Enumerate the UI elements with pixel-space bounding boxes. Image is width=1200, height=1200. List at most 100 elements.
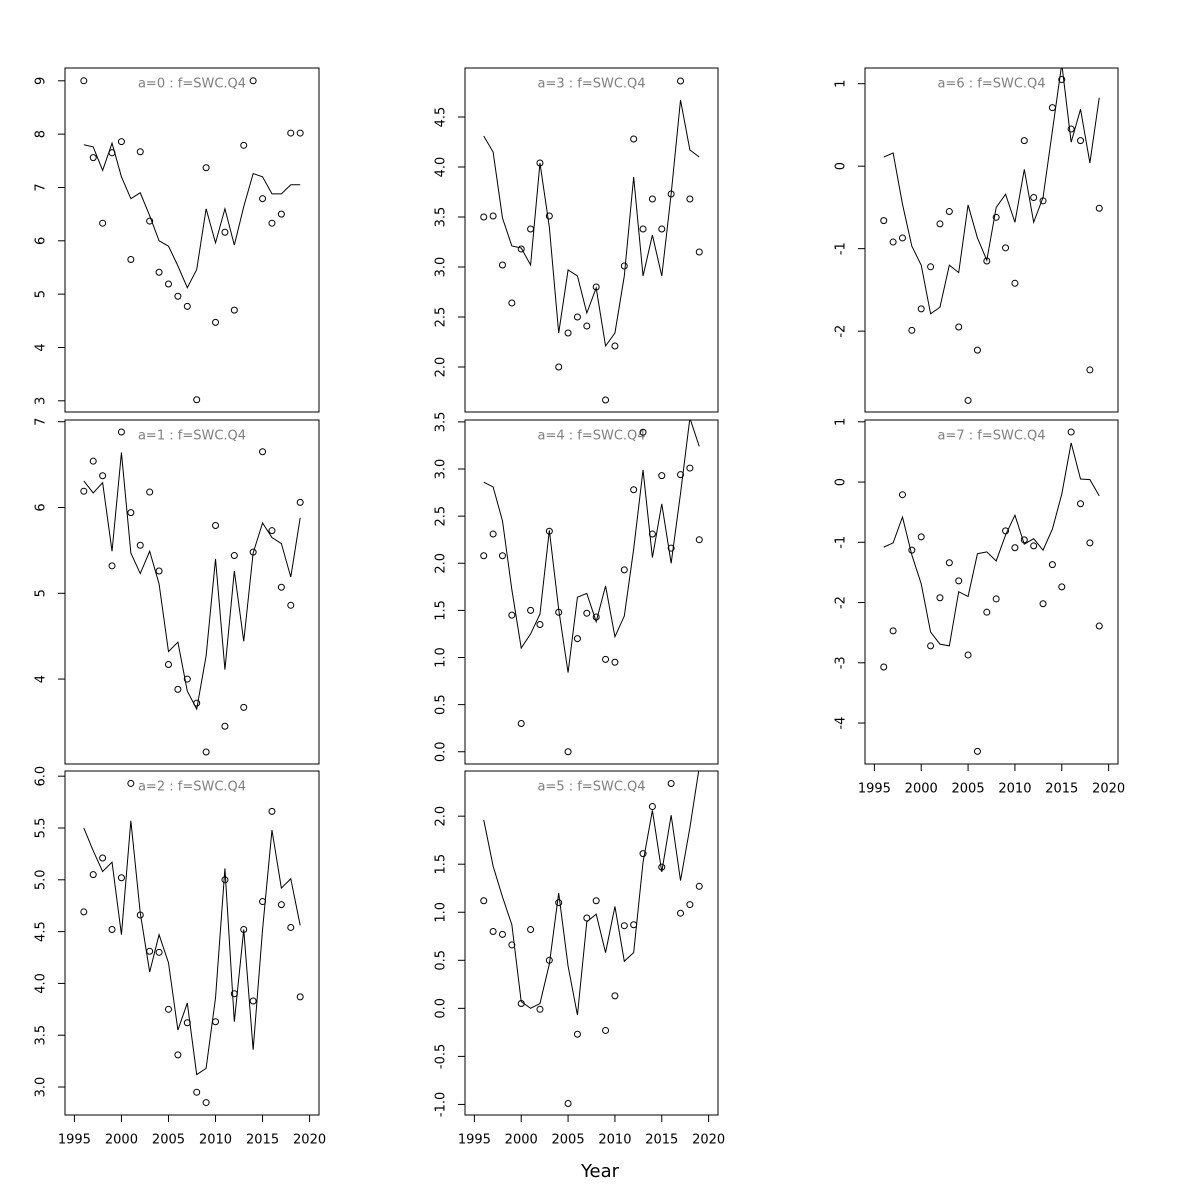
data-point [630, 135, 638, 143]
data-point [917, 533, 925, 541]
plot-frame [464, 67, 719, 413]
panel: a=4 : f=SWC.Q4 0.0 0.5 1.0 1.5 2.0 2.5 3.0 3.5 [434, 412, 719, 765]
data-point [927, 263, 935, 271]
y-tick-label: 4 [34, 675, 49, 683]
data-point [277, 583, 285, 591]
data-point [955, 577, 963, 585]
data-point [1077, 137, 1085, 145]
data-point [480, 897, 488, 905]
y-tick-label: -1.0 [434, 1092, 449, 1117]
data-point [259, 448, 267, 456]
data-point [880, 663, 888, 671]
panel-title: a=6 : f=SWC.Q4 [937, 77, 1045, 92]
data-point [508, 299, 516, 307]
data-point [983, 608, 991, 616]
data-point [564, 748, 572, 756]
y-tick-label: 5.0 [34, 869, 49, 890]
data-point [117, 428, 125, 436]
data-point [1067, 125, 1075, 133]
plot-area [80, 77, 304, 404]
data-point [602, 396, 610, 404]
y-tick-label: -3 [834, 656, 849, 669]
plot-frame [864, 419, 1119, 765]
data-point [695, 882, 703, 890]
panel: a=3 : f=SWC.Q4 2.0 2.5 3.0 3.5 4.0 4.5 [434, 67, 719, 413]
data-point [564, 329, 572, 337]
panel-title: a=0 : f=SWC.Q4 [138, 77, 246, 92]
data-point [898, 234, 906, 242]
data-point [136, 541, 144, 549]
panel-title: a=2 : f=SWC.Q4 [138, 780, 246, 795]
data-point [583, 609, 591, 617]
data-point [89, 154, 97, 162]
data-point [658, 472, 666, 480]
data-point [480, 213, 488, 221]
data-point [212, 522, 220, 530]
data-point [602, 655, 610, 663]
data-point [686, 464, 694, 472]
data-point [146, 947, 154, 955]
data-point [127, 509, 135, 517]
x-tick-label: 2000 [905, 782, 938, 797]
data-point [268, 807, 276, 815]
y-tick-label: 5 [34, 589, 49, 597]
x-tick-label: 2000 [105, 1133, 138, 1148]
y-tick-label: 1 [834, 80, 849, 88]
y-tick-label: 2.5 [434, 506, 449, 527]
data-point [620, 566, 628, 574]
data-point [146, 217, 154, 225]
data-point [127, 255, 135, 263]
data-point [498, 930, 506, 938]
plot-area [80, 779, 304, 1107]
y-tick-label: 2.0 [434, 806, 449, 827]
x-tick-label: 2005 [152, 1133, 185, 1148]
plot-frame [64, 419, 320, 765]
data-point [268, 219, 276, 227]
data-point [240, 141, 248, 149]
x-tick-label: 2005 [952, 782, 985, 797]
data-point [277, 210, 285, 218]
data-point [517, 245, 525, 253]
x-tick-label: 2010 [199, 1133, 232, 1148]
data-point [296, 498, 304, 506]
y-tick-label: 2.0 [434, 357, 449, 378]
data-point [992, 213, 1000, 221]
data-point [936, 594, 944, 602]
data-point [221, 722, 229, 730]
y-tick-label: -0.5 [434, 1044, 449, 1069]
x-tick-label: 2015 [645, 1133, 678, 1148]
data-point [155, 948, 163, 956]
x-tick-label: 1995 [58, 1133, 91, 1148]
data-point [611, 658, 619, 666]
data-point [99, 219, 107, 227]
data-point [268, 527, 276, 535]
y-tick-label: 0.0 [434, 741, 449, 762]
data-point [296, 129, 304, 137]
data-point [686, 195, 694, 203]
x-tick-label: 2015 [246, 1133, 279, 1148]
data-point [658, 225, 666, 233]
panel: a=7 : f=SWC.Q4 -4 -3 -2 -1 0 1 1995 2000 2005 2010… [834, 418, 1126, 797]
data-point [630, 486, 638, 494]
y-tick-label: -2 [834, 325, 849, 338]
y-tick-label: 1.0 [434, 902, 449, 923]
data-point [517, 719, 525, 727]
x-tick-label: 1995 [458, 1133, 491, 1148]
y-tick-label: 7 [34, 183, 49, 191]
panel: a=5 : f=SWC.Q4 -1.0 -0.5 0.0 0.5 1.0 1.5 2.0 199… [434, 770, 725, 1148]
data-point [964, 651, 972, 659]
plot-frame [464, 770, 719, 1116]
data-point [1039, 600, 1047, 608]
x-tick-label: 1995 [858, 782, 891, 797]
data-point [898, 491, 906, 499]
data-point [545, 212, 553, 220]
data-point [695, 248, 703, 256]
panel-title: a=4 : f=SWC.Q4 [537, 429, 645, 444]
data-point [927, 642, 935, 650]
y-tick-label: 3.0 [434, 459, 449, 480]
x-tick-label: 2020 [293, 1133, 326, 1148]
data-point [193, 396, 201, 404]
y-tick-label: -1 [834, 242, 849, 255]
data-point [1048, 561, 1056, 569]
